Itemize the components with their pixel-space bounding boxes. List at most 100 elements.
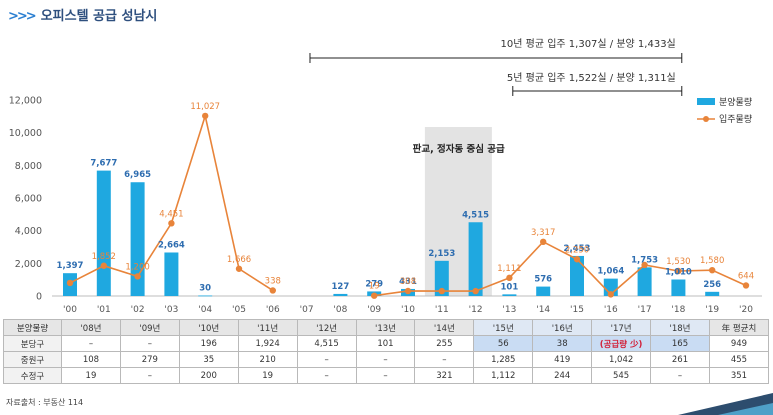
table-row: 수정구 19–200 19– –321 1,112 244 545–351	[3, 367, 770, 384]
table-cell: 4,515	[296, 335, 357, 352]
source-note: 자료출처 : 부동산 114	[6, 398, 84, 407]
supply-chart: 0 2,000 4,000 6,000 8,000 10,000 12,000 '00 '01 '…	[9, 37, 762, 315]
table-cell: 101	[355, 335, 416, 352]
bar-value-label: 1,064	[597, 267, 624, 277]
legend-label-line: 입주물량	[719, 113, 752, 125]
table-cell: –	[296, 351, 357, 368]
line-value-label: 644	[738, 271, 754, 281]
x-tick-label: '20	[739, 305, 753, 315]
legend-label-bar: 분양물량	[719, 96, 752, 108]
bar	[434, 260, 449, 296]
y-tick-label: 10,000	[9, 128, 42, 139]
table-header-cell: '14년	[414, 319, 475, 336]
line-value-label: 2,250	[565, 245, 589, 255]
bar-value-label: 1,753	[631, 255, 658, 265]
table-row-label: 수정구	[3, 367, 62, 384]
x-tick-label: '15	[570, 305, 584, 315]
table-cell: 38	[532, 335, 593, 352]
bar-value-label: 431	[399, 277, 417, 287]
table-cell: 19	[61, 367, 121, 384]
table-cell: 949	[708, 335, 770, 352]
bar	[130, 182, 145, 296]
x-tick-label: '14	[536, 305, 550, 315]
table-header-cell: '08년	[61, 319, 121, 336]
line-point	[506, 274, 513, 282]
avg10-label: 10년 평균 입주 1,307실 / 분양 1,433실	[501, 37, 676, 50]
table-row-label: 중원구	[3, 351, 62, 368]
bar-value-label: 127	[332, 282, 350, 292]
y-tick-label: 12,000	[9, 96, 42, 107]
bar-value-label: 2,664	[158, 240, 185, 250]
table-cell: –	[355, 367, 416, 384]
x-tick-label: '11	[435, 305, 449, 315]
table-cell: –	[119, 335, 180, 352]
table-cell: 244	[532, 367, 593, 384]
x-tick-label: '18	[671, 305, 685, 315]
bar	[536, 286, 551, 296]
table-cell: 210	[237, 351, 298, 368]
table-cell: –	[355, 351, 416, 368]
line-point	[269, 287, 276, 294]
x-tick-label: '08	[333, 305, 347, 315]
y-tick-label: 6,000	[15, 194, 42, 205]
line-point	[202, 112, 209, 120]
legend-swatch-point	[703, 116, 709, 122]
table-header-cell: '17년	[591, 319, 652, 336]
table-header-cell: '16년	[532, 319, 593, 336]
table-cell: (공급량 少)	[591, 335, 652, 352]
x-tick-label: '07	[300, 305, 314, 315]
x-tick-label: '05	[232, 305, 246, 315]
table-header-cell: '18년	[650, 319, 710, 336]
bar-value-label: 30	[199, 284, 211, 294]
bar-value-label: 6,965	[124, 170, 151, 180]
bar	[502, 294, 517, 296]
bar-value-label: 2,153	[428, 249, 455, 259]
x-tick-label: '09	[367, 305, 381, 315]
line-point	[168, 220, 175, 227]
table-cell: 455	[708, 351, 770, 368]
supply-table: 분양물량 '08년 '09년 '10년 '11년 '12년 '13년 '14년 '15년 '16년…	[3, 319, 770, 384]
x-tick-label: '13	[502, 305, 516, 315]
table-cell: 165	[650, 335, 710, 352]
arrows-icon: >>>	[8, 9, 37, 24]
line-value-label: 3,317	[531, 228, 555, 238]
table-header-row: 분양물량 '08년 '09년 '10년 '11년 '12년 '13년 '14년 '15년 '16년…	[3, 319, 770, 336]
bar-value-label: 101	[501, 282, 519, 292]
line-point	[371, 292, 378, 299]
line-point	[66, 279, 74, 287]
line-point	[235, 265, 243, 272]
line-series	[374, 240, 747, 297]
bar-value-label: 256	[703, 280, 721, 290]
bar-value-label: 1,397	[57, 261, 84, 271]
x-tick-label: '16	[604, 305, 618, 315]
line-value-label: 1,200	[125, 262, 149, 272]
table-cell: 255	[414, 335, 475, 352]
line-point	[540, 238, 547, 246]
table-header-cell: '13년	[355, 319, 416, 336]
x-tick-label: '00	[63, 305, 77, 315]
bar	[468, 222, 483, 296]
bar	[198, 295, 213, 297]
table-cell: 351	[708, 367, 770, 384]
line-point	[675, 267, 682, 275]
table-cell: 196	[178, 335, 239, 352]
table-cell: 419	[532, 351, 593, 368]
bar	[333, 293, 348, 296]
x-tick-label: '17	[638, 305, 652, 315]
table-header-cell: '11년	[237, 319, 298, 336]
x-tick-label: '03	[164, 305, 178, 315]
table-header-cell: '12년	[296, 319, 357, 336]
table-cell: –	[61, 335, 121, 352]
avg5-label: 5년 평균 입주 1,522실 / 분양 1,311실	[507, 71, 676, 84]
table-cell: 200	[178, 367, 239, 384]
line-value-label: 1,111	[497, 264, 521, 274]
highlight-label: 판교, 정자동 중심 공급	[413, 143, 505, 155]
bar-value-label: 7,677	[90, 159, 117, 169]
x-tick-label: '19	[705, 305, 719, 315]
line-point	[438, 287, 445, 295]
x-tick-label: '04	[198, 305, 212, 315]
legend-swatch-bar	[697, 98, 715, 105]
line-value-label: 19	[369, 282, 380, 292]
bar	[164, 252, 179, 296]
table-header-cell: 年 평균치	[708, 319, 770, 336]
